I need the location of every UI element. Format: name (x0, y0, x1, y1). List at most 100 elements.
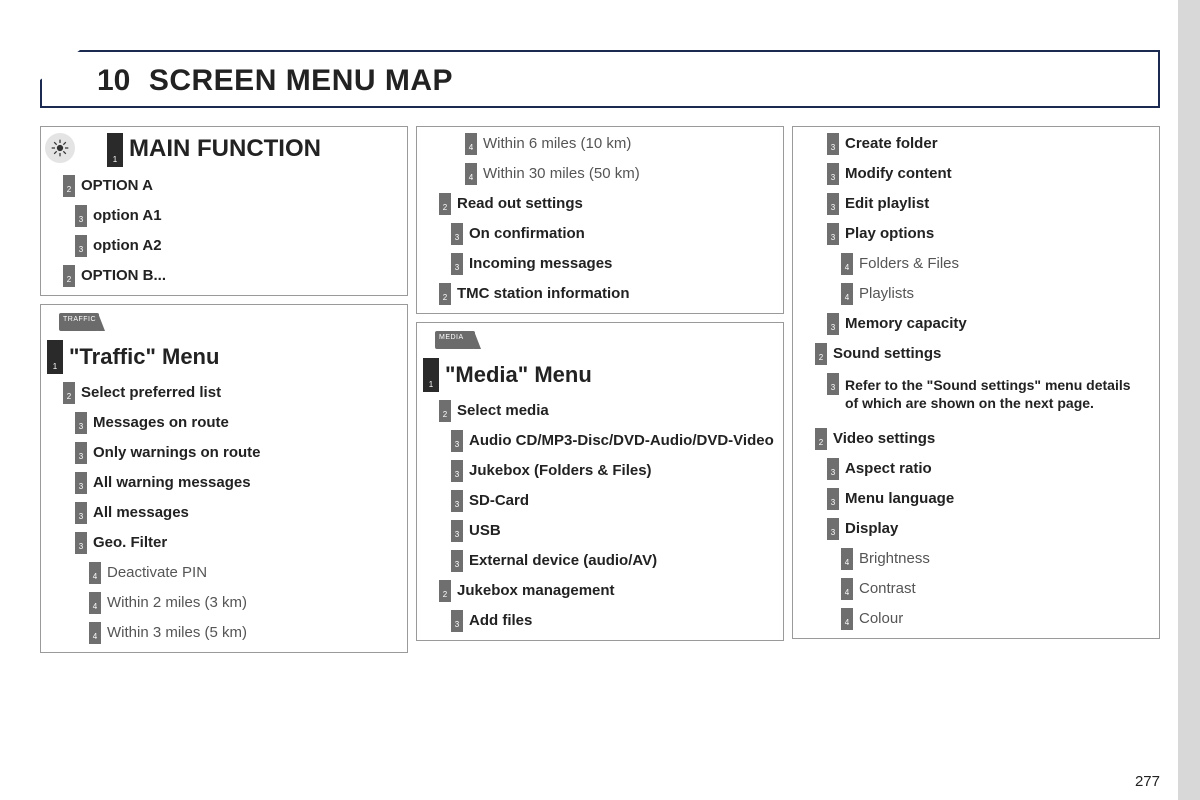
menu-row: 3Refer to the "Sound settings" menu deta… (799, 373, 1153, 412)
menu-row: 1 "Traffic" Menu (47, 340, 401, 374)
level-tab: 3 (75, 532, 87, 554)
level-tab: 3 (75, 502, 87, 524)
menu-label: Only warnings on route (93, 445, 261, 460)
level-tab: 2 (63, 265, 75, 287)
menu-label: Select preferred list (81, 385, 221, 400)
level-tab: 3 (451, 253, 463, 275)
menu-row: 4Folders & Files (799, 253, 1153, 275)
menu-box: MEDIA 1"Media" Menu 2 Select media 3 Audio CD… (416, 322, 784, 641)
level-tab: 2 (439, 283, 451, 305)
level-tab: 2 (815, 343, 827, 365)
level-tab: 1 (423, 358, 439, 392)
level-tab: 3 (451, 223, 463, 245)
title-bar: 10 SCREEN MENU MAP (40, 50, 1160, 108)
menu-row: 3Play options (799, 223, 1153, 245)
menu-label: Sound settings (833, 346, 941, 361)
menu-label: Jukebox management (457, 583, 615, 598)
menu-label: Edit playlist (845, 196, 929, 211)
level-tab: 2 (439, 400, 451, 422)
menu-label: "Traffic" Menu (69, 346, 219, 368)
level-tab: 3 (451, 610, 463, 632)
level-tab: 4 (841, 608, 853, 630)
page-number: 277 (1135, 773, 1160, 790)
menu-label: option A1 (93, 208, 162, 223)
level-tab: 3 (827, 163, 839, 185)
level-tab: 1 (47, 340, 63, 374)
level-tab: 2 (439, 193, 451, 215)
menu-label: Select media (457, 403, 549, 418)
menu-label: USB (469, 523, 501, 538)
menu-row: 1"Media" Menu (423, 358, 777, 392)
menu-label: Deactivate PIN (107, 565, 207, 580)
menu-row: 2 OPTION A (47, 175, 401, 197)
level-tab: 3 (75, 472, 87, 494)
menu-label: Within 30 miles (50 km) (483, 166, 640, 181)
menu-row: 3Edit playlist (799, 193, 1153, 215)
menu-label: SD-Card (469, 493, 529, 508)
level-tab: 3 (451, 550, 463, 572)
menu-row: 3 All warning messages (47, 472, 401, 494)
menu-group-icon-label: TRAFFIC (63, 316, 96, 323)
menu-row: 3option A2 (47, 235, 401, 257)
menu-row: 4Brightness (799, 548, 1153, 570)
menu-row: 3Create folder (799, 133, 1153, 155)
page: 10 SCREEN MENU MAP 1 MAIN FUNCTION 2 OPTION… (0, 0, 1200, 800)
menu-row: 4Within 30 miles (50 km) (423, 163, 777, 185)
level-tab: 4 (89, 622, 101, 644)
menu-label: MAIN FUNCTION (129, 137, 321, 161)
menu-row: 2 OPTION B... (47, 265, 401, 287)
chapter-title: SCREEN MENU MAP (149, 64, 453, 98)
column: 4Within 6 miles (10 km) 4Within 30 miles … (416, 126, 784, 653)
menu-label: Video settings (833, 431, 935, 446)
menu-row: 4Colour (799, 608, 1153, 630)
menu-label: Audio CD/MP3-Disc/DVD-Audio/DVD-Video (469, 433, 774, 448)
level-tab: 4 (89, 592, 101, 614)
menu-label: Refer to the "Sound settings" menu detai… (845, 376, 1135, 412)
level-tab: 3 (75, 205, 87, 227)
level-tab: 3 (451, 430, 463, 452)
menu-box: 1MAIN FUNCTION2OPTION A3option A13option… (40, 126, 408, 296)
menu-label: Display (845, 521, 898, 536)
menu-label: OPTION B... (81, 268, 166, 283)
menu-row: 3SD-Card (423, 490, 777, 512)
menu-label: OPTION A (81, 178, 153, 193)
level-tab: 3 (451, 460, 463, 482)
level-tab: 2 (63, 175, 75, 197)
level-tab: 2 (439, 580, 451, 602)
menu-row: 4 Contrast (799, 578, 1153, 600)
menu-row: 3Menu language (799, 488, 1153, 510)
chapter-number: 10 (97, 64, 130, 98)
menu-label: Read out settings (457, 196, 583, 211)
level-tab: 4 (841, 578, 853, 600)
menu-label: All messages (93, 505, 189, 520)
menu-label: Within 6 miles (10 km) (483, 136, 631, 151)
menu-label: Messages on route (93, 415, 229, 430)
level-tab: 3 (827, 458, 839, 480)
level-tab: 4 (841, 283, 853, 305)
menu-label: External device (audio/AV) (469, 553, 657, 568)
menu-row: 4Within 6 miles (10 km) (423, 133, 777, 155)
menu-label: Contrast (859, 581, 916, 596)
menu-label: Geo. Filter (93, 535, 167, 550)
menu-row: 3 All messages (47, 502, 401, 524)
menu-label: Create folder (845, 136, 938, 151)
menu-row: 4Within 3 miles (5 km) (47, 622, 401, 644)
menu-label: All warning messages (93, 475, 251, 490)
level-tab: 3 (75, 412, 87, 434)
menu-row: 3 Incoming messages (423, 253, 777, 275)
menu-row: 3 Audio CD/MP3-Disc/DVD-Audio/DVD-Video (423, 430, 777, 452)
menu-group-icon: MEDIA (435, 331, 475, 349)
level-tab: 2 (63, 382, 75, 404)
menu-group-icon: TRAFFIC (59, 313, 99, 331)
column: 3Create folder3Modify content3Edit playl… (792, 126, 1160, 653)
menu-row: 3Add files (423, 610, 777, 632)
menu-label: TMC station information (457, 286, 630, 301)
menu-row: 3 Messages on route (47, 412, 401, 434)
menu-box: 4Within 6 miles (10 km) 4Within 30 miles … (416, 126, 784, 314)
menu-label: Modify content (845, 166, 952, 181)
menu-label: Incoming messages (469, 256, 612, 271)
menu-label: Jukebox (Folders & Files) (469, 463, 652, 478)
menu-row: 3USB (423, 520, 777, 542)
level-tab: 4 (841, 253, 853, 275)
menu-label: Within 2 miles (3 km) (107, 595, 247, 610)
